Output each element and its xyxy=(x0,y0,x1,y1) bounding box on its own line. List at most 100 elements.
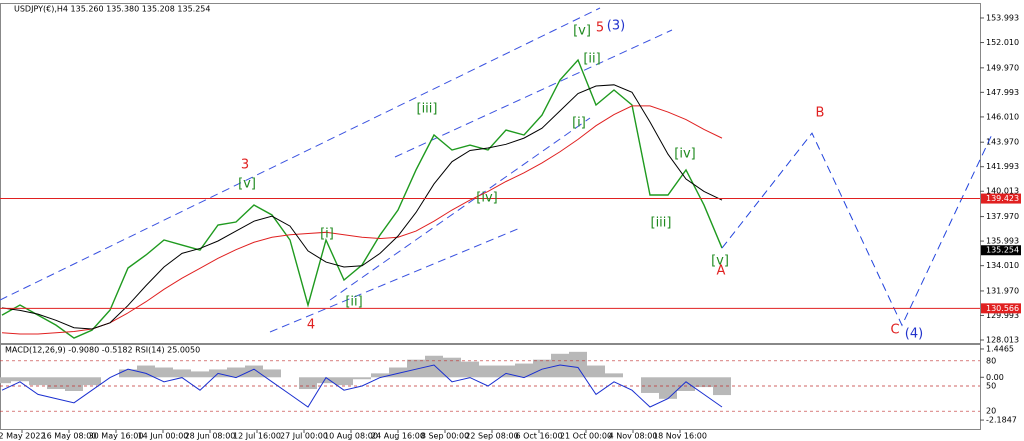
wave-label: B xyxy=(816,106,825,121)
macd-tick-label: 1.4465 xyxy=(986,344,1014,353)
y-tick-label: 128.013 xyxy=(986,335,1019,344)
x-tick-label: 30 May 16:00 xyxy=(89,432,144,441)
projection-line xyxy=(721,132,993,327)
rsi-line xyxy=(1,364,723,408)
macd-bar xyxy=(335,377,353,386)
y-tick-label: 140.013 xyxy=(986,187,1019,196)
indicator-title: MACD(12,26,9) -0.9080 -0.5182 RSI(14) 25… xyxy=(5,346,200,355)
macd-bar xyxy=(551,353,569,378)
level-label: 130.566 xyxy=(986,304,1019,313)
y-tick-label: 147.993 xyxy=(986,88,1019,97)
macd-bar xyxy=(353,377,371,380)
x-tick-label: 21 Oct 00:00 xyxy=(560,432,612,441)
x-tick-label: 22 Sep 08:00 xyxy=(465,432,518,441)
macd-bar xyxy=(83,377,101,386)
y-tick-label: 152.010 xyxy=(986,38,1019,47)
x-tick-label: 14 Jun 00:00 xyxy=(138,432,189,441)
macd-bar xyxy=(65,377,83,391)
x-tick-label: 16 May 08:00 xyxy=(42,432,97,441)
macd-bar xyxy=(317,377,335,384)
macd-bar xyxy=(677,377,695,391)
level-label: 139.423 xyxy=(986,194,1019,203)
macd-bar xyxy=(533,359,551,378)
channel-line xyxy=(269,227,521,333)
x-tick-label: 18 Nov 16:00 xyxy=(653,432,707,441)
macd-bar xyxy=(605,373,623,378)
wave-label: 4 xyxy=(307,318,315,333)
moving-average xyxy=(1,84,723,330)
x-tick-label: 8 Sep 00:00 xyxy=(421,432,469,441)
macd-bar xyxy=(407,359,425,378)
macd-bar xyxy=(371,373,389,378)
y-tick-label: 131.970 xyxy=(986,286,1019,295)
y-tick-label: 134.010 xyxy=(986,261,1019,270)
macd-bar xyxy=(263,369,281,378)
level-box xyxy=(981,193,1021,204)
price-line xyxy=(1,58,723,339)
macd-bar xyxy=(173,369,191,378)
y-tick-label: 137.970 xyxy=(986,212,1019,221)
channel-lines xyxy=(0,7,673,333)
wave-label: [i] xyxy=(320,227,334,242)
channel-line xyxy=(0,7,601,301)
moving-average xyxy=(1,105,723,335)
macd-bar xyxy=(587,365,605,378)
rsi-tick-label: 80 xyxy=(986,356,996,365)
macd-bar xyxy=(443,357,461,378)
wave-label: [v] xyxy=(238,177,256,192)
x-tick-label: 27 Jul 00:00 xyxy=(280,432,328,441)
macd-bar xyxy=(569,351,587,378)
wave-label: [iv] xyxy=(674,147,695,162)
wave-label: [ii] xyxy=(583,52,600,67)
channel-line xyxy=(394,29,673,158)
wave-label: A xyxy=(717,264,726,279)
wave-label: [iii] xyxy=(417,102,438,117)
rsi-tick-label: 20 xyxy=(986,407,996,416)
macd-bar xyxy=(155,367,173,378)
y-tick-label: 146.010 xyxy=(986,112,1019,121)
macd-tick-label: -2.1847 xyxy=(986,416,1017,425)
wave-label: [ii] xyxy=(345,295,362,310)
y-tick-label: 141.993 xyxy=(986,162,1019,171)
macd-bar xyxy=(461,361,479,378)
channel-line xyxy=(329,117,591,301)
macd-bar xyxy=(299,377,317,390)
wave-label: [iii] xyxy=(651,216,672,231)
macd-bar xyxy=(191,371,209,378)
rsi-tick-label: 50 xyxy=(986,382,996,391)
y-tick-label: 149.970 xyxy=(986,63,1019,72)
macd-bar xyxy=(137,365,155,378)
x-tick-label: 12 Jul 16:00 xyxy=(233,432,281,441)
macd-bar xyxy=(659,377,677,399)
last-price-label: 135.254 xyxy=(986,246,1019,255)
macd-bar xyxy=(119,369,137,378)
x-tick-label: 2 May 2022 xyxy=(0,432,46,441)
x-tick-label: 10 Aug 08:00 xyxy=(324,432,378,441)
y-tick-label: 143.970 xyxy=(986,138,1019,147)
indicator-frame xyxy=(0,344,981,430)
y-tick-label: 129.993 xyxy=(986,311,1019,320)
macd-bar xyxy=(515,363,533,378)
wave-label: [v] xyxy=(573,24,591,39)
macd-bar xyxy=(245,365,263,378)
wave-label: C xyxy=(890,323,899,338)
macd-bar xyxy=(227,367,245,378)
wave-label: 3 xyxy=(241,158,249,173)
header: USDJPY(€),H4 135.260 135.380 135.208 135… xyxy=(14,5,210,14)
macd-bar xyxy=(0,377,11,384)
x-tick-label: 28 Jun 08:00 xyxy=(185,432,236,441)
macd-bar xyxy=(389,367,407,378)
main-frame xyxy=(0,3,981,344)
macd-bar xyxy=(47,377,65,390)
macd-bar xyxy=(497,365,515,378)
macd-bar xyxy=(29,377,47,386)
wave-label: (4) xyxy=(905,327,923,342)
macd-bar xyxy=(695,377,713,388)
x-tick-label: 4 Nov 08:00 xyxy=(609,432,658,441)
x-tick-label: 6 Oct 16:00 xyxy=(515,432,562,441)
x-tick-label: 24 Aug 16:00 xyxy=(371,432,425,441)
wave-label: [v] xyxy=(711,254,729,269)
macd-bar xyxy=(479,365,497,378)
wave-label: [iv] xyxy=(476,191,497,206)
